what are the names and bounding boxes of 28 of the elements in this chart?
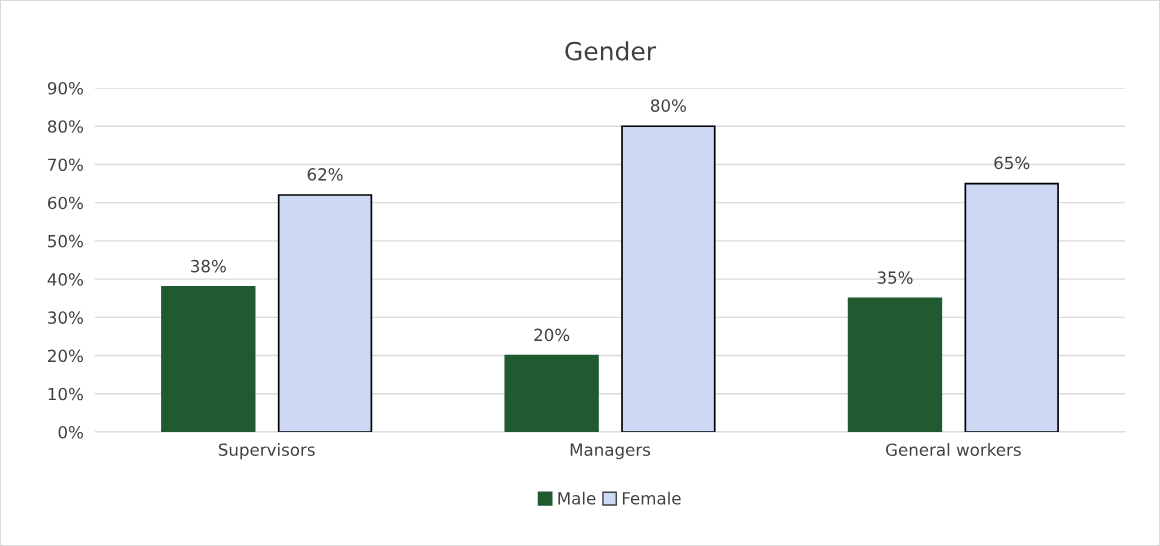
legend-label: Male bbox=[558, 491, 596, 505]
data-label: 62% bbox=[307, 168, 343, 181]
bar bbox=[161, 285, 256, 432]
data-label: 38% bbox=[191, 259, 226, 273]
y-tick-label: 80% bbox=[47, 120, 83, 133]
y-tick-label: 0% bbox=[58, 425, 83, 439]
bar bbox=[964, 182, 1059, 432]
x-tick-label: Supervisors bbox=[218, 443, 315, 460]
bar bbox=[847, 297, 943, 432]
bar bbox=[277, 194, 373, 432]
y-tick-label: 50% bbox=[48, 234, 83, 248]
data-label: 65% bbox=[994, 156, 1030, 170]
chart-title: Gender bbox=[565, 41, 657, 61]
y-tick-label: 70% bbox=[48, 158, 83, 172]
data-label: 80% bbox=[650, 99, 686, 112]
bar bbox=[621, 125, 716, 432]
data-label: 20% bbox=[534, 328, 570, 342]
x-tick-label: Managers bbox=[570, 443, 651, 460]
y-tick-label: 90% bbox=[47, 81, 83, 95]
data-label: 35% bbox=[877, 271, 913, 284]
bar bbox=[504, 354, 599, 432]
y-tick-label: 40% bbox=[47, 273, 83, 286]
y-tick-label: 30% bbox=[48, 311, 83, 324]
x-tick-label: General workers bbox=[886, 443, 1021, 457]
legend-label: Female bbox=[622, 491, 681, 505]
y-tick-label: 20% bbox=[48, 349, 83, 363]
y-tick-label: 60% bbox=[48, 196, 83, 210]
y-tick-label: 10% bbox=[48, 387, 83, 401]
